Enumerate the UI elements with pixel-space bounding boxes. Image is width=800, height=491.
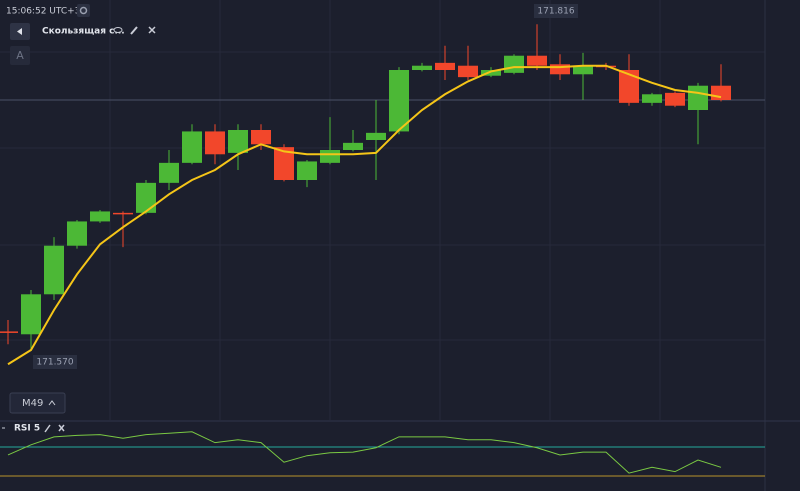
rsi-close-icon[interactable] — [58, 424, 65, 432]
caret-icon — [48, 400, 56, 406]
time-box — [0, 2, 72, 19]
candle-body — [228, 130, 248, 153]
candle-body — [642, 94, 662, 103]
candle-body — [90, 211, 110, 222]
candle-body — [0, 331, 18, 333]
timeframe-control[interactable]: M49 — [9, 392, 66, 414]
candle-body — [435, 62, 455, 70]
candle-body — [412, 65, 432, 70]
candle-body — [343, 142, 363, 150]
a-label: A — [16, 49, 24, 62]
rsi-edit-icon[interactable] — [44, 424, 51, 433]
price-label: 171.570 — [36, 358, 73, 368]
candle-body — [113, 212, 133, 215]
candle-body — [44, 245, 64, 295]
time: 15:06:52 UTC+3 — [6, 7, 80, 17]
eye-icon[interactable] — [113, 27, 123, 33]
candle-body — [159, 162, 179, 183]
candle-body — [297, 161, 317, 180]
candle-body — [67, 221, 87, 246]
candle-body — [527, 55, 547, 66]
candle-body — [274, 147, 294, 180]
candle-body — [504, 55, 524, 73]
candle-body — [21, 294, 41, 335]
price-label-box — [534, 4, 578, 18]
indicator-label: Скользящая с... — [42, 27, 125, 37]
candle-body — [205, 131, 225, 155]
candle-body — [711, 85, 731, 100]
candle-body — [550, 64, 570, 75]
candle-body — [688, 85, 708, 110]
settings-button[interactable] — [77, 4, 90, 17]
rsi-line — [7, 431, 722, 474]
gear-icon — [79, 6, 88, 15]
rsi-panel — [0, 431, 765, 477]
candle-body — [573, 65, 593, 75]
edit-icon[interactable] — [130, 26, 138, 35]
candle-body — [481, 70, 501, 76]
top-bar: 15:06:52 UTC+3 Скользящая с... A — [0, 2, 156, 65]
arrow-icon — [17, 28, 22, 35]
price-label-box — [33, 355, 77, 369]
candle-body — [458, 65, 478, 78]
rsi-header: RSI 5 — [2, 424, 65, 434]
candle-body — [619, 70, 639, 103]
price-label: 171.816 — [537, 7, 574, 17]
candle-body — [389, 70, 409, 132]
candle-body — [182, 131, 202, 163]
candle-body — [136, 182, 156, 213]
timeframe: M49 — [22, 398, 43, 409]
candle-body — [665, 92, 685, 106]
grid — [0, 0, 765, 420]
candle-body — [320, 150, 340, 163]
candle-body — [366, 132, 386, 140]
rsi-title: RSI 5 — [14, 424, 40, 434]
close-icon[interactable] — [148, 26, 156, 34]
candle-body — [251, 130, 271, 145]
main-panel: 171.816 171.570 — [0, 4, 765, 369]
moving-average — [7, 64, 722, 366]
timeframe-button[interactable] — [9, 392, 66, 414]
a-button[interactable] — [10, 46, 30, 65]
